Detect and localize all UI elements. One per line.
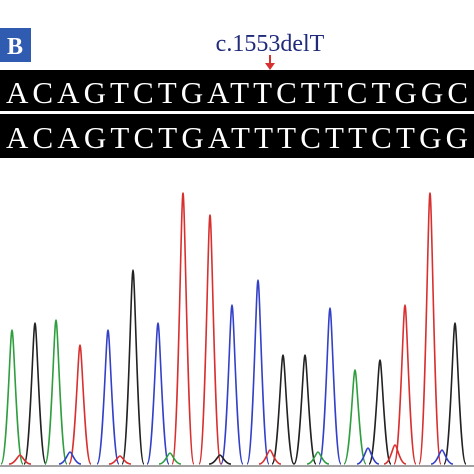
trace-peak [68, 344, 92, 465]
trace-peak [208, 454, 232, 465]
sequence-mutant: ACAGTCTGATTCTTCTGGC [6, 75, 468, 110]
trace-peak [121, 269, 145, 465]
trace-peak [293, 354, 317, 465]
trace-peak [44, 319, 68, 465]
sequence-band [0, 114, 474, 158]
trace-peak [383, 444, 407, 465]
trace-peak [343, 369, 367, 465]
trace-peak [393, 304, 417, 465]
trace-peak [258, 449, 282, 465]
trace-peak [96, 329, 120, 465]
sequence-reference: ACAGTCTGATTTCTTCTGG [6, 120, 468, 155]
trace-peak [246, 279, 270, 465]
trace-peak [430, 449, 454, 465]
trace-peaks [0, 192, 467, 465]
panel-label-box [0, 28, 31, 62]
mutation-arrow [265, 55, 275, 70]
mutation-label: c.1553delT [216, 31, 325, 57]
trace-peak [318, 307, 342, 465]
trace-peak [171, 192, 195, 465]
trace-peak [58, 451, 82, 465]
trace-peak [8, 454, 32, 465]
trace-peak [0, 329, 24, 465]
panel-label: B [7, 34, 23, 60]
trace-peak [356, 447, 380, 465]
trace-peak [271, 354, 295, 465]
trace-peak [418, 192, 442, 465]
trace-peak [108, 455, 132, 465]
trace-peak [146, 322, 170, 465]
trace-peak [368, 359, 392, 465]
trace-peak [23, 322, 47, 465]
trace-peak [158, 452, 182, 465]
trace-peak [443, 322, 467, 465]
trace-peak [198, 214, 222, 465]
sequence-band [0, 70, 474, 111]
trace-peak [220, 304, 244, 465]
trace-peak [306, 451, 330, 465]
